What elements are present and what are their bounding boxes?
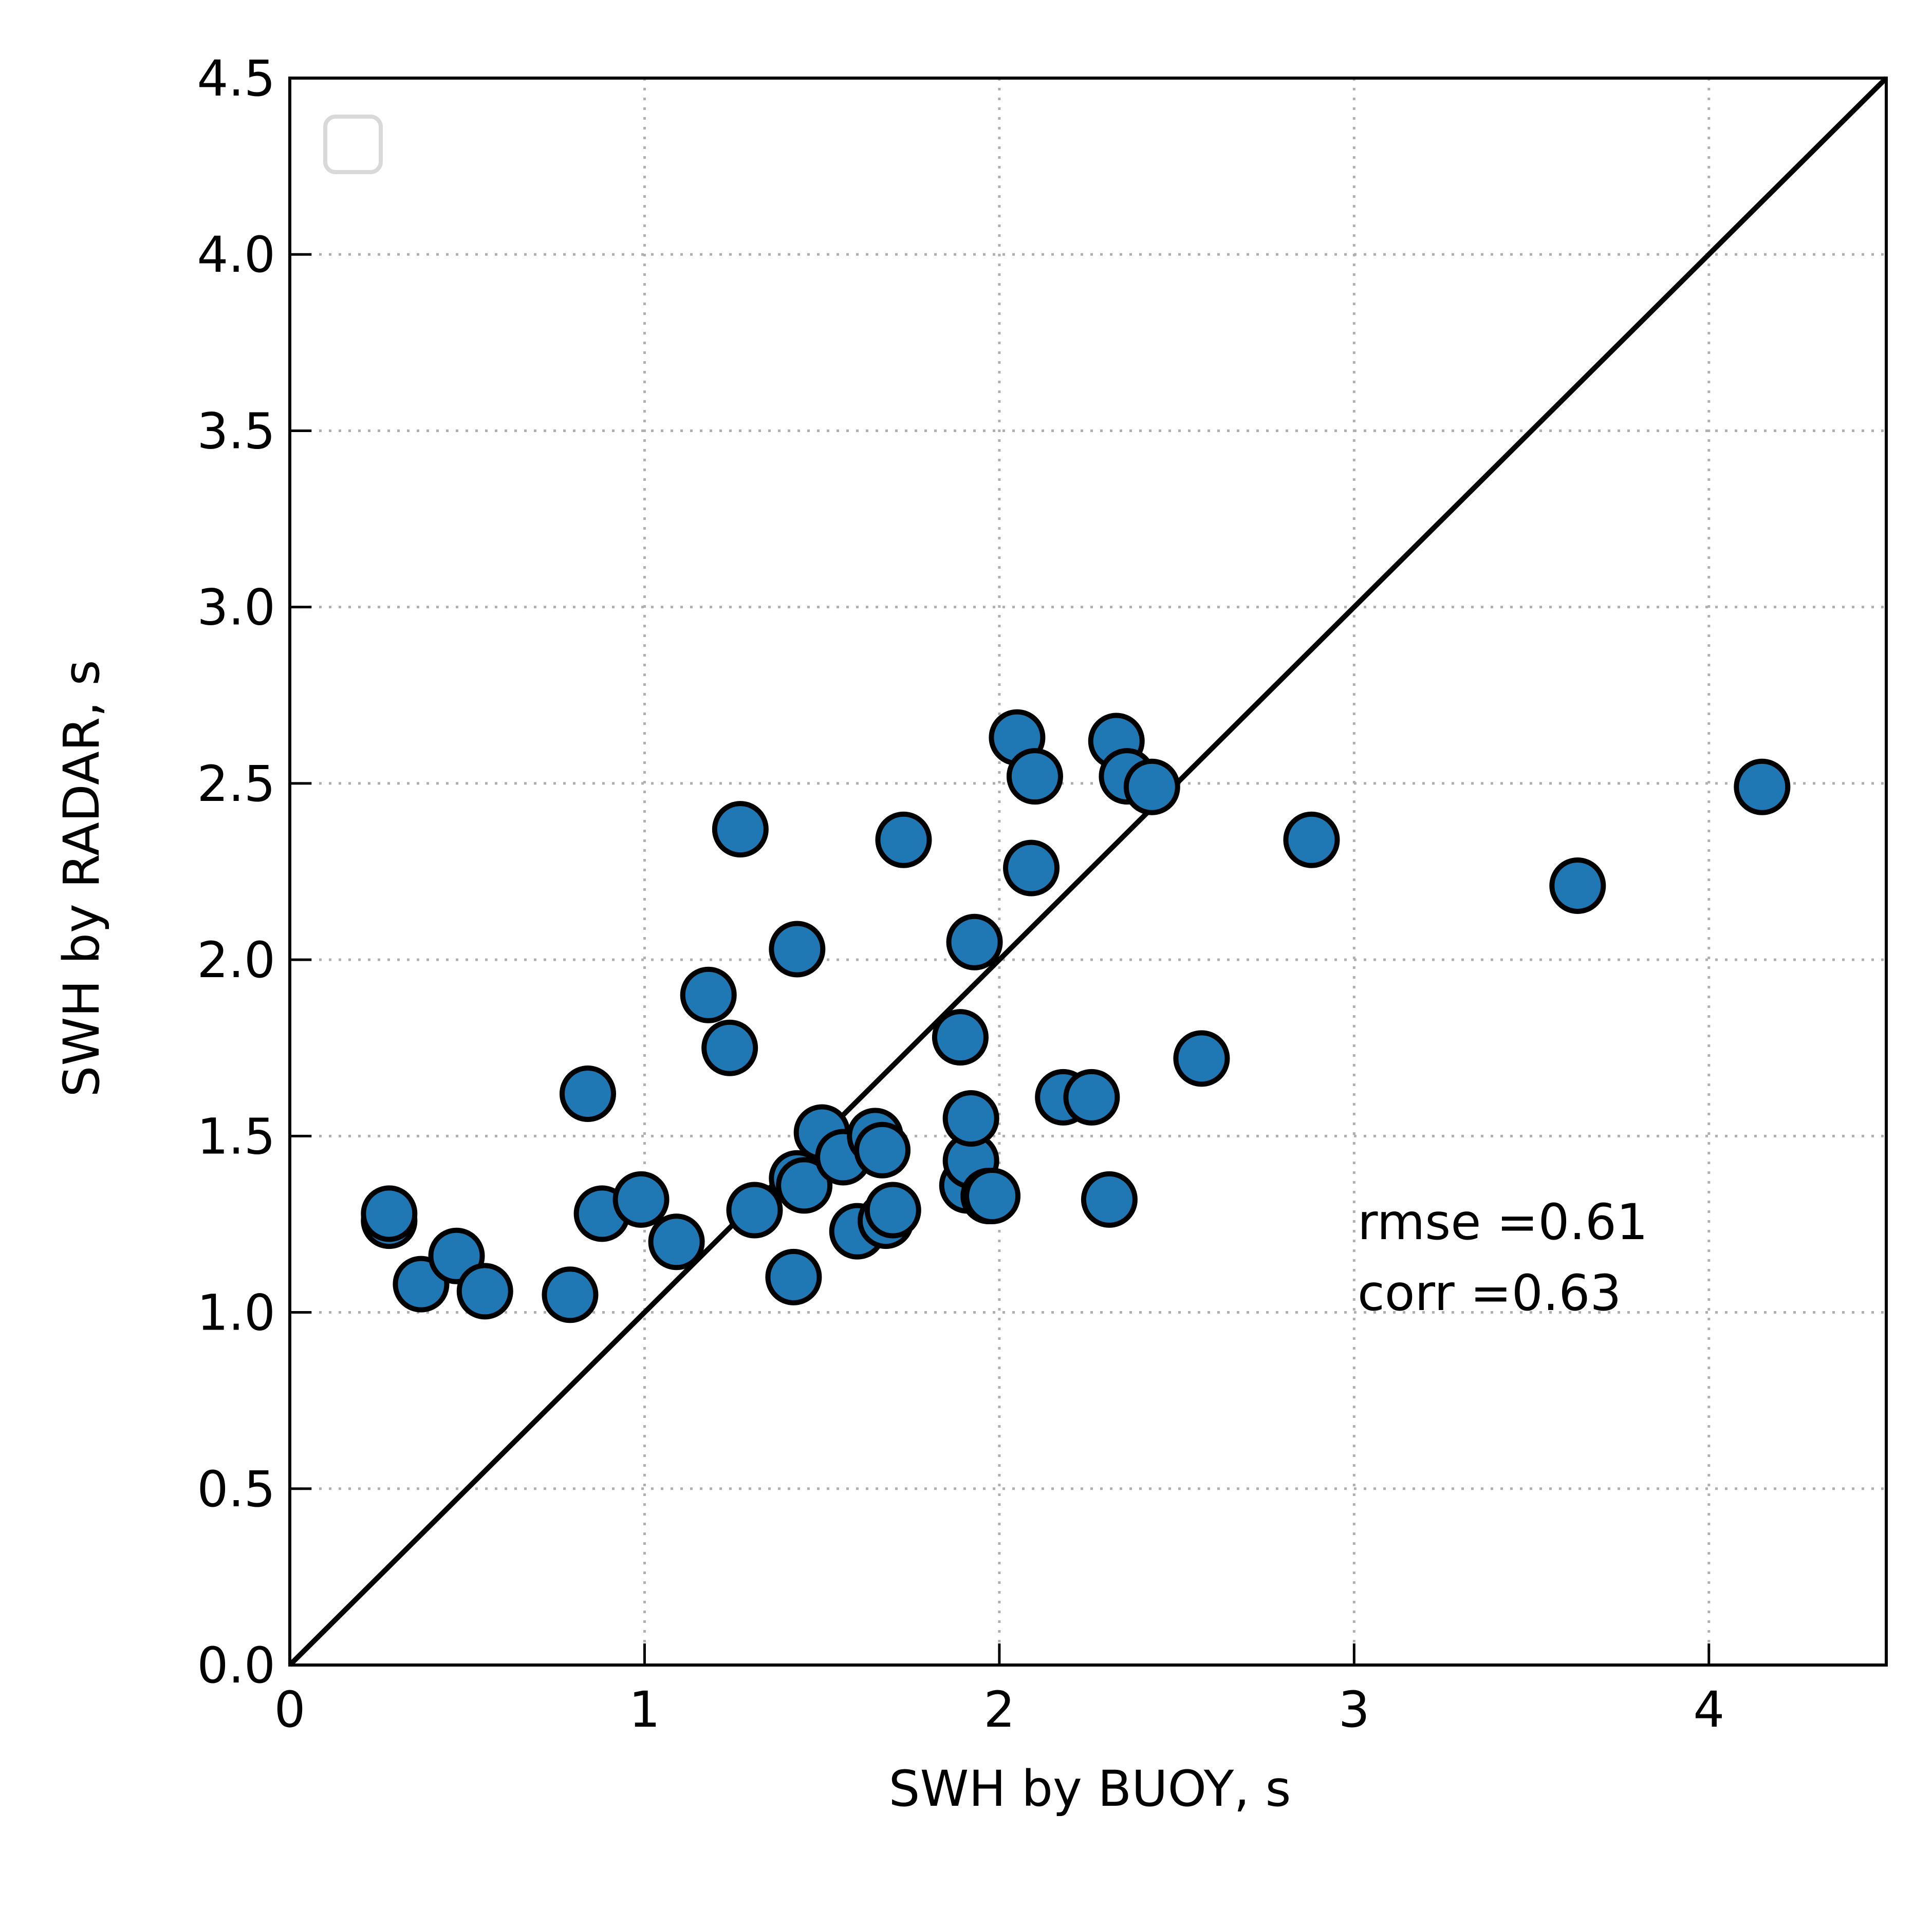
y-tick-label: 3.0 [197, 579, 275, 637]
data-point [1283, 811, 1340, 868]
data-point [942, 1090, 999, 1147]
data-point [1006, 748, 1063, 805]
data-point [361, 1185, 418, 1242]
data-point [932, 1009, 989, 1066]
y-tick-label: 4.0 [197, 226, 275, 284]
legend-layer [323, 115, 383, 174]
y-tick-label: 2.0 [197, 931, 275, 989]
x-tick-label: 1 [629, 1681, 660, 1738]
x-tick-label: 3 [1339, 1681, 1370, 1738]
data-point [1003, 839, 1060, 896]
data-point [946, 913, 1003, 970]
ticks-layer: 0 1 2 3 4 0.0 0.5 1.0 1.5 2.0 2.5 3.0 3.5 4.0 4.5 [197, 50, 1724, 1738]
data-point [1734, 758, 1791, 815]
data-point [726, 1182, 783, 1239]
y-tick-label: 0.5 [197, 1461, 275, 1518]
data-point [1123, 758, 1180, 815]
data-point [765, 1248, 822, 1305]
data-point [875, 811, 932, 868]
y-tick-label: 1.5 [197, 1108, 275, 1165]
data-points-layer [361, 709, 1791, 1323]
data-point [648, 1213, 705, 1270]
data-point [456, 1263, 513, 1320]
data-point [769, 921, 826, 978]
x-tick-label: 4 [1693, 1681, 1724, 1738]
data-point [1549, 857, 1606, 914]
data-point [1081, 1171, 1138, 1228]
data-point [776, 1157, 833, 1214]
data-point [701, 1019, 758, 1076]
y-tick-label: 1.0 [197, 1284, 275, 1342]
plot-frame [288, 77, 1888, 1667]
identity-line [288, 76, 1888, 1667]
axes-frame-layer [288, 77, 1888, 1667]
y-tick-label: 0.0 [197, 1637, 275, 1694]
y-tick-label: 2.5 [197, 755, 275, 813]
data-point [1173, 1030, 1230, 1087]
labels-layer: SWH by BUOY, s SWH by RADAR, s rmse =0.6… [53, 660, 1648, 1818]
data-point [964, 1168, 1021, 1225]
x-tick-label: 0 [274, 1681, 305, 1738]
data-point [680, 966, 737, 1023]
reference-line-layer [288, 76, 1888, 1667]
data-point [712, 801, 769, 858]
corr-annotation: corr =0.63 [1358, 1264, 1621, 1322]
y-tick-label: 3.5 [197, 402, 275, 460]
data-point [542, 1266, 599, 1323]
y-tick-label: 4.5 [197, 50, 275, 107]
y-axis-title: SWH by RADAR, s [53, 660, 110, 1097]
data-point [1063, 1069, 1120, 1126]
x-axis-title: SWH by BUOY, s [889, 1760, 1291, 1818]
data-point [864, 1182, 921, 1239]
legend-box [323, 115, 383, 174]
rmse-annotation: rmse =0.61 [1358, 1193, 1648, 1251]
data-point [559, 1065, 616, 1122]
x-tick-label: 2 [983, 1681, 1015, 1738]
data-point [854, 1121, 911, 1179]
data-point [612, 1171, 670, 1228]
